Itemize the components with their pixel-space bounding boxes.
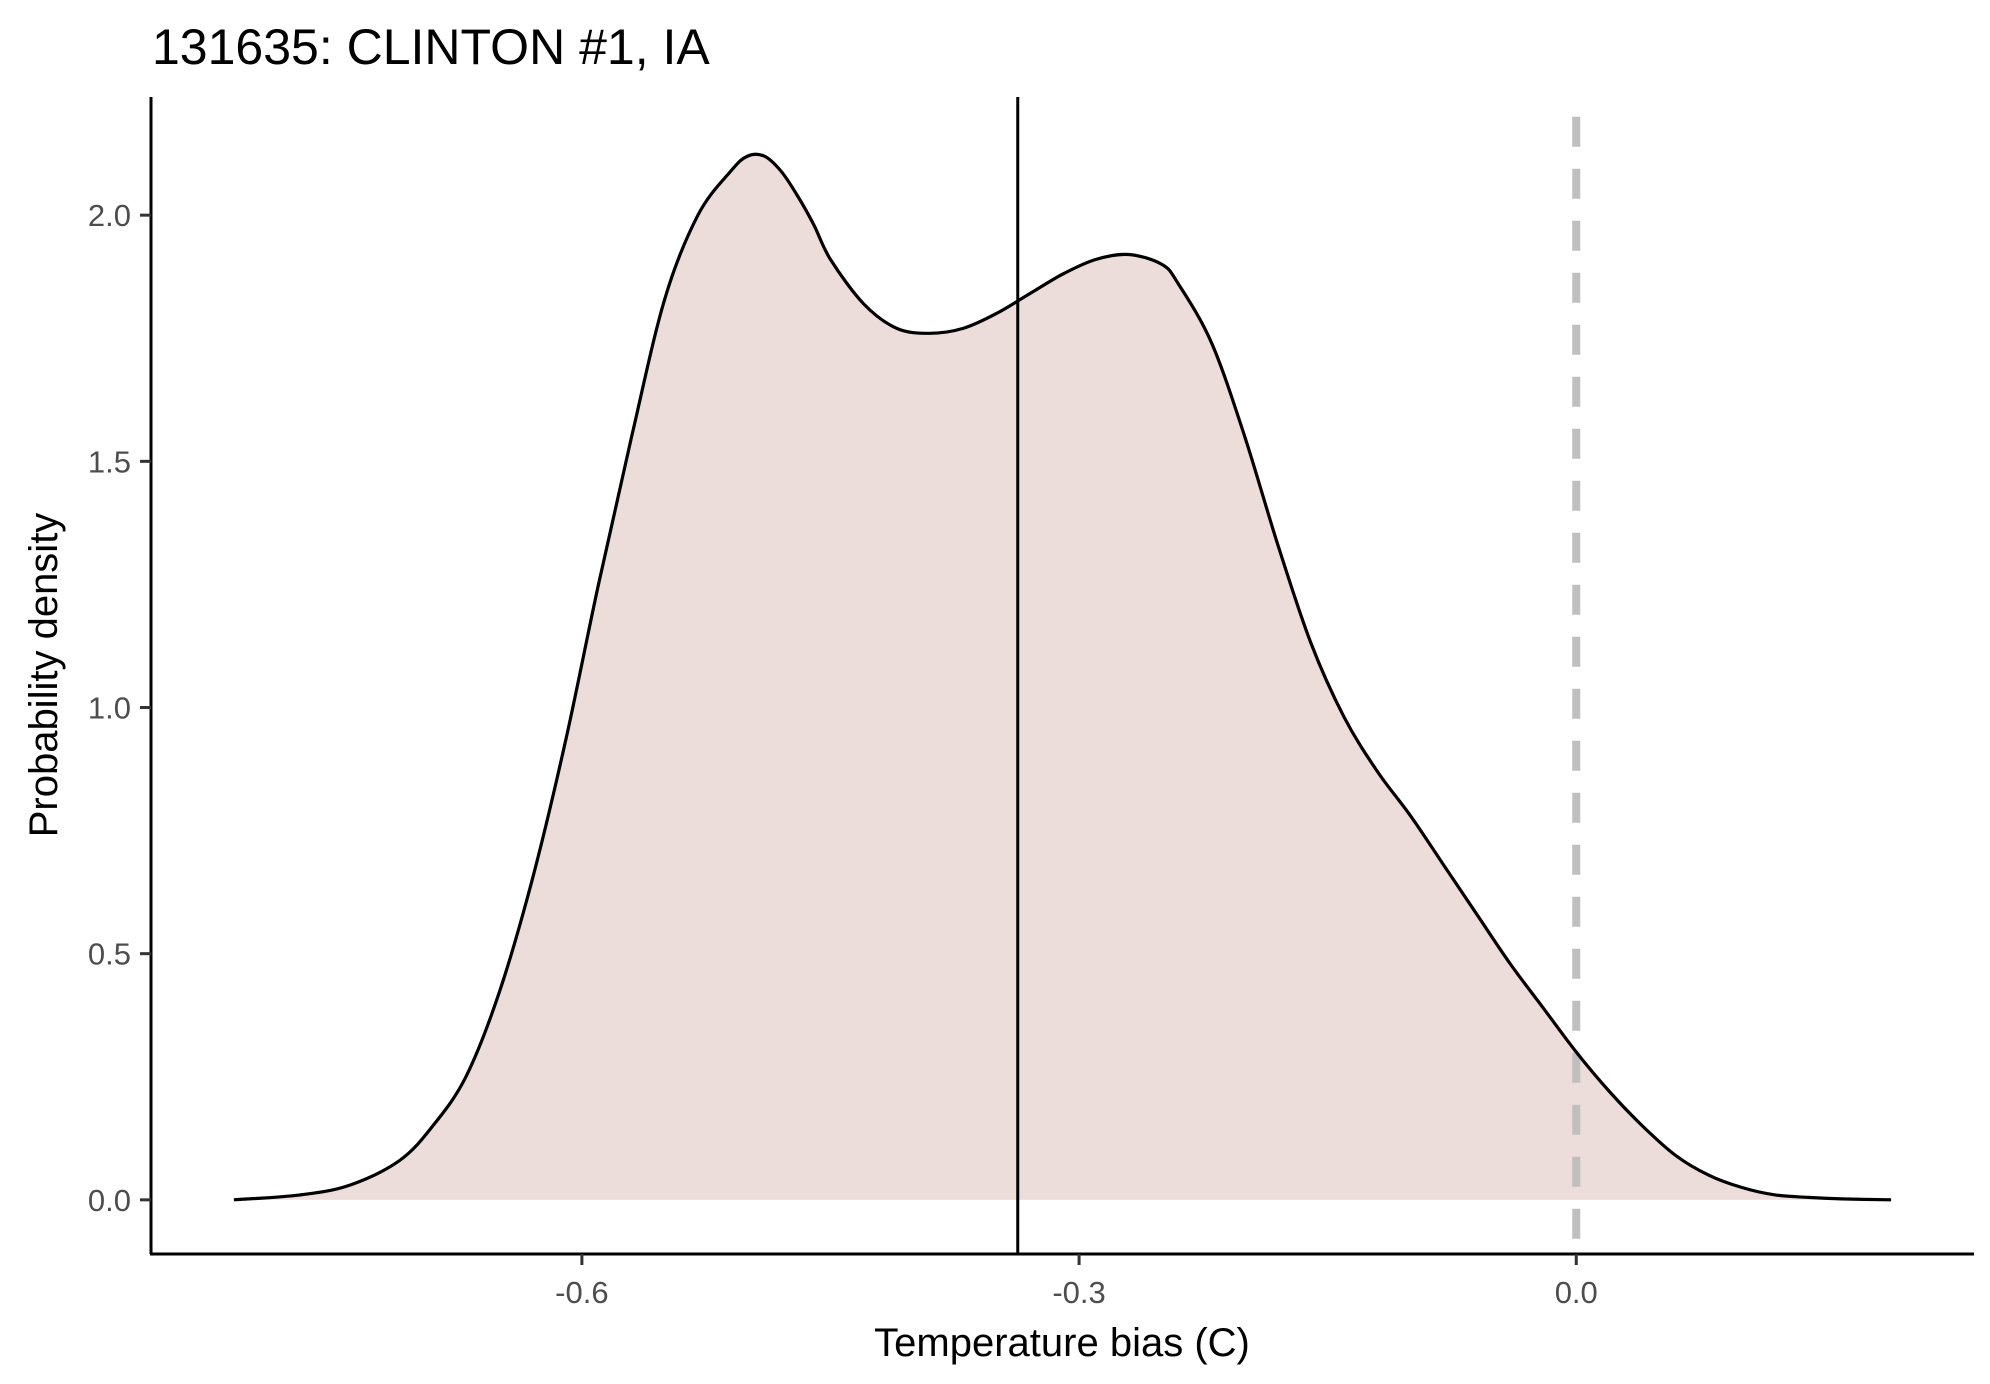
x-tick-label: 0.0 [1555,1275,1598,1310]
y-tick-label: 0.5 [88,937,131,972]
density-curve [233,152,1892,1202]
x-tick-label: -0.3 [1052,1275,1105,1310]
y-tick-label: 2.0 [88,198,131,233]
y-axis-ticks: 0.0 0.5 1.0 1.5 2.0 [88,198,151,1218]
x-axis-title: Temperature bias (C) [874,1321,1250,1365]
plot-area [233,97,1892,1254]
y-tick-label: 0.0 [88,1183,131,1218]
chart-title: 131635: CLINTON #1, IA [152,19,710,75]
density-area [233,154,1892,1200]
y-axis-title: Probability density [22,513,66,838]
y-tick-label: 1.0 [88,691,131,726]
x-tick-label: -0.6 [555,1275,608,1310]
y-tick-label: 1.5 [88,444,131,479]
x-axis-ticks: -0.6 -0.3 0.0 [555,1254,1598,1310]
